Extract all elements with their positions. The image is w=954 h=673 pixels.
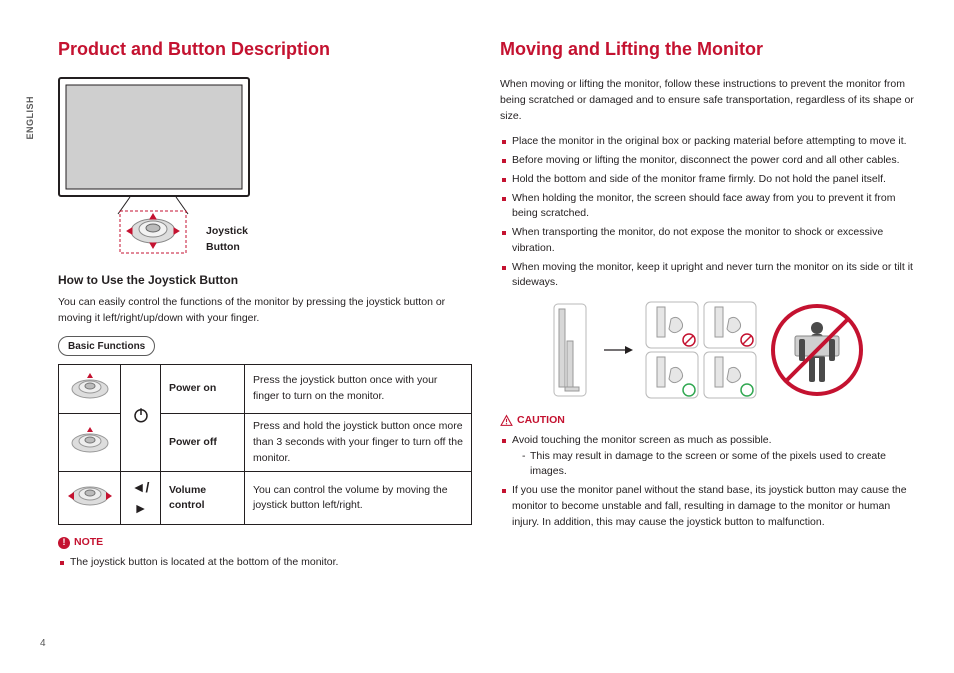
caution-heading: CAUTION [500,413,914,429]
function-desc: You can control the volume by moving the… [245,472,472,525]
basic-functions-badge: Basic Functions [58,336,155,356]
joystick-thumb-icon [59,472,121,525]
functions-table: Power onPress the joystick button once w… [58,364,472,525]
prohibit-carry-icon [769,302,865,398]
move-item: When holding the monitor, the screen sho… [502,191,914,223]
note-heading: ! NOTE [58,535,472,551]
right-intro: When moving or lifting the monitor, foll… [500,77,914,124]
grip-panels-icon [645,301,757,399]
handling-figures [500,301,914,399]
note-list: The joystick button is located at the bo… [58,555,472,571]
left-right-icon: ◄/► [121,472,161,525]
right-title: Moving and Lifting the Monitor [500,36,914,63]
joystick-label: Joystick Button [206,224,258,256]
table-row: Power offPress and hold the joystick but… [59,414,472,472]
note-item: The joystick button is located at the bo… [60,555,472,571]
caution-subitem: This may result in damage to the screen … [522,449,914,481]
table-row: Power onPress the joystick button once w… [59,365,472,414]
caution-icon [500,414,513,427]
language-tab: ENGLISH [24,96,38,140]
page-number: 4 [40,636,46,651]
function-label: Power off [161,414,245,472]
caution-item: If you use the monitor panel without the… [502,483,914,530]
function-label: Power on [161,365,245,414]
side-profile-icon [549,301,591,399]
table-row: ◄/►Volume controlYou can control the vol… [59,472,472,525]
move-bullets: Place the monitor in the original box or… [500,134,914,291]
function-desc: Press and hold the joystick button once … [245,414,472,472]
function-label: Volume control [161,472,245,525]
right-column: Moving and Lifting the Monitor When movi… [500,36,914,574]
howto-text: You can easily control the functions of … [58,295,472,327]
move-item: Hold the bottom and side of the monitor … [502,172,914,188]
howto-heading: How to Use the Joystick Button [58,271,472,289]
power-icon [121,365,161,472]
monitor-figure: Joystick Button [58,77,258,263]
caution-item: Avoid touching the monitor screen as muc… [502,433,914,480]
left-title: Product and Button Description [58,36,472,63]
note-label-text: NOTE [74,535,103,551]
note-icon: ! [58,537,70,549]
arrow-icon [603,343,633,357]
move-item: Place the monitor in the original box or… [502,134,914,150]
move-item: When moving the monitor, keep it upright… [502,260,914,292]
move-item: Before moving or lifting the monitor, di… [502,153,914,169]
function-desc: Press the joystick button once with your… [245,365,472,414]
left-column: Product and Button Description [58,36,472,574]
caution-list: Avoid touching the monitor screen as muc… [500,433,914,531]
caution-label-text: CAUTION [517,413,565,429]
joystick-thumb-icon [59,365,121,414]
move-item: When transporting the monitor, do not ex… [502,225,914,257]
joystick-thumb-icon [59,414,121,472]
